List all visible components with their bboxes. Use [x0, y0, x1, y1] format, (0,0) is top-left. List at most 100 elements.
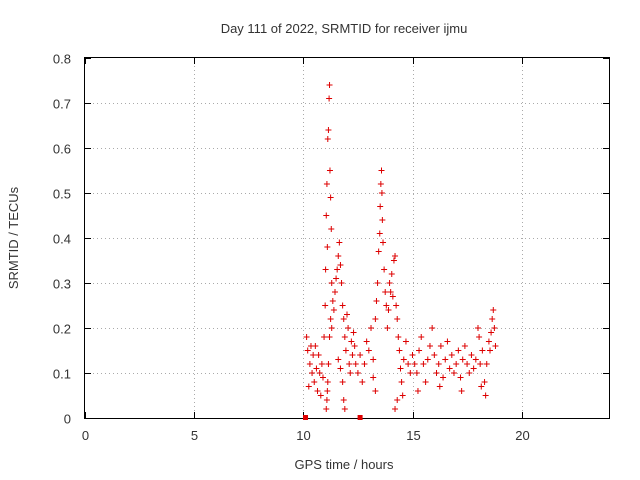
data-point	[378, 190, 385, 196]
data-point	[316, 370, 323, 376]
data-point	[322, 266, 329, 273]
data-point	[483, 361, 490, 367]
data-point	[397, 365, 404, 372]
x-tick-label: 5	[191, 428, 198, 443]
data-point	[481, 379, 488, 385]
data-point	[327, 194, 334, 201]
data-point	[416, 347, 423, 354]
data-point	[459, 356, 466, 363]
data-point	[345, 325, 352, 331]
data-point	[359, 379, 366, 385]
data-point	[461, 343, 468, 349]
data-point	[326, 334, 333, 340]
data-point	[405, 361, 412, 367]
data-point	[368, 325, 375, 331]
data-point	[304, 347, 311, 354]
data-point	[492, 343, 499, 349]
data-point	[383, 302, 390, 309]
data-point	[387, 289, 394, 295]
data-point	[330, 307, 337, 313]
data-point	[377, 203, 384, 210]
data-point	[377, 181, 384, 187]
data-point	[313, 365, 320, 372]
data-point	[339, 302, 346, 309]
data-point	[326, 95, 333, 102]
data-point	[312, 343, 319, 349]
x-tick-label: 15	[406, 428, 420, 443]
data-point	[485, 338, 492, 345]
data-point	[328, 280, 335, 286]
y-tick-label: 0.3	[53, 277, 71, 292]
data-point	[453, 361, 460, 367]
data-point	[455, 347, 462, 354]
data-point	[326, 82, 333, 88]
data-point	[409, 352, 416, 358]
data-point	[426, 343, 433, 349]
data-point	[444, 338, 451, 345]
data-point	[341, 334, 348, 340]
data-point	[337, 262, 344, 268]
data-point	[347, 370, 354, 376]
data-point	[380, 239, 387, 246]
data-point	[470, 365, 477, 372]
data-point	[357, 415, 363, 420]
data-point	[341, 406, 348, 412]
data-point	[437, 343, 444, 349]
data-point	[389, 293, 396, 300]
data-point	[482, 392, 489, 399]
y-tick-label: 0	[64, 412, 71, 427]
data-point	[489, 316, 496, 322]
data-point	[319, 374, 326, 381]
data-point	[392, 406, 399, 412]
data-point	[458, 388, 465, 394]
data-point	[326, 167, 333, 174]
data-point	[346, 361, 353, 367]
data-point	[390, 257, 397, 264]
data-point	[323, 181, 330, 187]
data-point	[440, 374, 447, 381]
data-point	[318, 361, 325, 367]
data-point	[376, 230, 383, 237]
data-point	[399, 392, 406, 399]
data-point	[491, 325, 498, 331]
data-point	[331, 289, 338, 295]
data-point	[414, 388, 421, 394]
data-point	[323, 397, 330, 403]
data-point	[334, 266, 341, 273]
data-point	[328, 226, 335, 232]
data-point	[372, 388, 379, 394]
data-point	[306, 361, 313, 367]
data-point	[323, 406, 330, 412]
data-point	[436, 383, 443, 390]
data-point	[303, 415, 309, 420]
data-point	[424, 356, 431, 363]
data-point	[324, 388, 331, 394]
data-point	[420, 361, 427, 367]
data-point	[315, 352, 322, 358]
data-point	[402, 338, 409, 345]
data-point	[324, 244, 331, 250]
data-point	[433, 370, 440, 376]
data-point	[431, 352, 438, 358]
y-tick-label: 0.4	[53, 232, 71, 247]
data-point	[398, 379, 405, 385]
data-point	[411, 361, 418, 367]
data-point	[310, 352, 317, 358]
data-point	[475, 325, 481, 331]
data-point	[488, 329, 495, 336]
data-point	[386, 280, 393, 286]
data-point	[457, 374, 464, 381]
data-point	[375, 248, 382, 255]
data-point	[336, 239, 343, 246]
data-point	[381, 266, 388, 273]
data-point	[373, 298, 380, 304]
data-point	[479, 347, 486, 354]
data-point	[317, 392, 324, 399]
data-point	[442, 356, 449, 363]
data-point	[394, 316, 401, 322]
data-point	[388, 271, 395, 277]
data-point	[324, 136, 331, 142]
data-point	[476, 334, 483, 340]
y-tick-label: 0.8	[53, 52, 71, 67]
data-point	[450, 370, 457, 376]
